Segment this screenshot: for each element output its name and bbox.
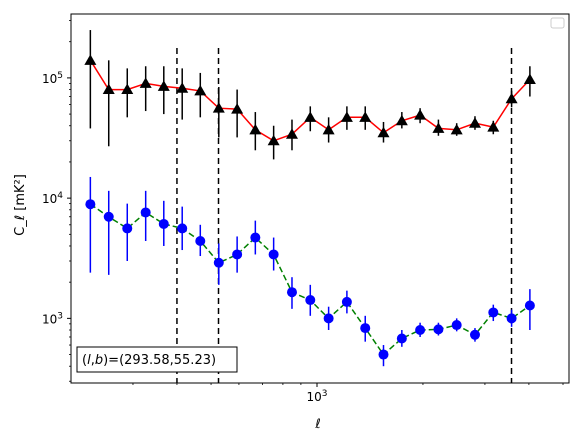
y-axis-label: C_ℓ [mK²] xyxy=(13,174,28,236)
data-point-circle xyxy=(488,307,499,318)
data-point-circle xyxy=(286,287,297,298)
annotation-box: (l,b)=(293.58,55.23) xyxy=(76,346,238,373)
annotation-text: (l,b)=(293.58,55.23) xyxy=(82,353,216,368)
data-point-triangle xyxy=(84,54,97,65)
data-point-circle xyxy=(469,329,480,340)
data-point-circle xyxy=(360,323,371,334)
y-tick-label: 105 xyxy=(42,71,63,86)
y-tick-label: 103 xyxy=(42,311,63,326)
data-point-circle xyxy=(85,199,96,210)
data-point-triangle xyxy=(176,82,189,93)
data-point-triangle xyxy=(121,83,134,95)
data-point-triangle xyxy=(505,92,518,104)
data-point-circle xyxy=(250,232,261,243)
data-point-triangle xyxy=(249,123,262,135)
series-line xyxy=(89,203,531,356)
data-point-triangle xyxy=(267,134,280,146)
data-point-circle xyxy=(158,218,169,229)
data-point-triangle xyxy=(304,111,317,122)
data-point-circle xyxy=(506,313,517,324)
data-point-circle xyxy=(433,324,444,335)
data-point-circle xyxy=(451,320,462,331)
data-point-triangle xyxy=(322,123,335,135)
data-point-triangle xyxy=(450,123,463,135)
data-point-triangle xyxy=(523,73,536,84)
data-point-triangle xyxy=(468,117,481,128)
data-point-circle xyxy=(213,257,224,268)
data-point-triangle xyxy=(194,84,207,96)
data-point-circle xyxy=(415,325,426,336)
data-point-circle xyxy=(305,295,316,306)
series-1 xyxy=(84,30,536,160)
data-point-triangle xyxy=(377,126,390,138)
plot-area xyxy=(84,30,536,383)
data-point-triangle xyxy=(212,102,225,113)
data-point-circle xyxy=(396,333,407,344)
x-axis: 103 xyxy=(132,383,564,404)
data-point-circle xyxy=(323,313,334,324)
x-tick-label: 103 xyxy=(306,389,327,404)
legend-box xyxy=(550,17,565,29)
data-point-triangle xyxy=(414,109,427,120)
data-point-triangle xyxy=(395,114,408,126)
data-point-triangle xyxy=(285,128,298,139)
data-point-triangle xyxy=(432,122,445,133)
data-point-triangle xyxy=(102,83,115,95)
data-point-triangle xyxy=(231,103,244,114)
data-point-triangle xyxy=(487,121,500,132)
data-point-circle xyxy=(140,207,151,218)
data-point-circle xyxy=(341,296,352,307)
data-point-circle xyxy=(103,211,114,222)
series-2 xyxy=(85,176,535,367)
data-point-triangle xyxy=(139,77,152,88)
y-axis: 103 104 105 xyxy=(42,20,71,382)
data-point-circle xyxy=(122,223,133,234)
data-point-triangle xyxy=(157,80,170,91)
series-layer xyxy=(84,30,536,367)
data-point-circle xyxy=(268,249,279,260)
y-tick-label: 104 xyxy=(42,191,63,206)
x-axis-label: ℓ xyxy=(314,417,320,432)
vertical-markers xyxy=(176,48,513,383)
data-point-triangle xyxy=(340,111,353,122)
data-point-circle xyxy=(177,223,188,234)
data-point-circle xyxy=(378,349,389,360)
data-point-circle xyxy=(524,300,535,311)
data-point-circle xyxy=(232,249,243,260)
data-point-circle xyxy=(195,236,206,247)
data-point-triangle xyxy=(359,111,372,122)
